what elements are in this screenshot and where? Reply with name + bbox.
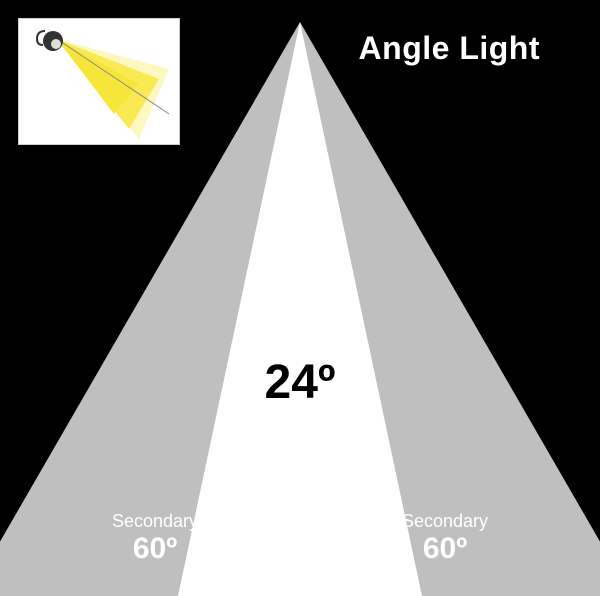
secondary-deg-right: 60º bbox=[375, 532, 515, 566]
diagram-title: Angle Light bbox=[359, 30, 540, 67]
fixture-thumbnail bbox=[18, 18, 180, 145]
secondary-word-right: Secondary bbox=[375, 512, 515, 532]
angle-light-diagram: Angle Light 24º Secondary 60º Secondary … bbox=[0, 0, 600, 596]
secondary-label-left: Secondary 60º bbox=[85, 512, 225, 566]
secondary-deg-left: 60º bbox=[85, 532, 225, 566]
primary-angle-label: 24º bbox=[265, 355, 336, 410]
secondary-label-right: Secondary 60º bbox=[375, 512, 515, 566]
fixture-thumbnail-svg bbox=[19, 19, 179, 144]
secondary-word-left: Secondary bbox=[85, 512, 225, 532]
spotlight-lens-icon bbox=[51, 39, 61, 49]
